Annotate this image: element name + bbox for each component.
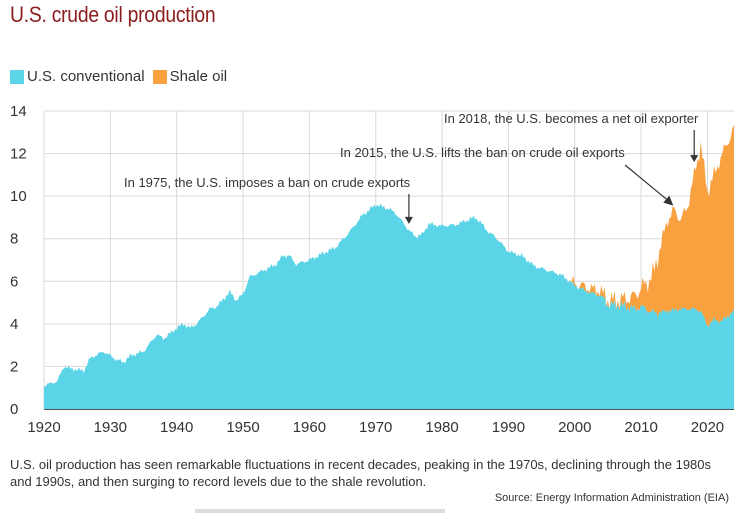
series-area-conventional xyxy=(44,203,734,409)
legend-item-conventional: U.S. conventional xyxy=(10,68,145,85)
y-tick-label-0: 0 xyxy=(10,401,18,418)
annotation-2015-arrowhead xyxy=(663,195,674,206)
annotation-2018-arrowhead xyxy=(690,155,699,163)
y-tick-label-10: 10 xyxy=(10,188,27,205)
x-tick-label-1990: 1990 xyxy=(492,419,525,436)
axis-layer: 0 2 4 6 8 10 12 14 1920 1930 1940 1950 1960 1970 1980 1… xyxy=(10,103,734,436)
legend-label-shale: Shale oil xyxy=(169,68,228,85)
area-layer xyxy=(44,125,734,409)
x-tick-label-2020: 2020 xyxy=(691,419,724,436)
bottom-scroll-bar xyxy=(195,509,445,513)
x-tick-label-2010: 2010 xyxy=(624,419,657,436)
legend-label-conventional: U.S. conventional xyxy=(27,68,145,85)
y-tick-label-2: 2 xyxy=(10,358,18,375)
annotation-1975-text: In 1975, the U.S. imposes a ban on crude… xyxy=(124,175,411,190)
y-tick-label-4: 4 xyxy=(10,316,18,333)
y-tick-label-14: 14 xyxy=(10,103,27,120)
y-tick-label-6: 6 xyxy=(10,273,18,290)
x-tick-label-1960: 1960 xyxy=(293,419,326,436)
x-tick-label-1920: 1920 xyxy=(27,419,60,436)
legend-swatch-conventional xyxy=(10,69,24,84)
x-tick-label-1980: 1980 xyxy=(425,419,458,436)
annotation-2015-text: In 2015, the U.S. lifts the ban on crude… xyxy=(340,145,625,160)
annotation-layer: In 1975, the U.S. imposes a ban on crude… xyxy=(124,111,699,224)
y-tick-label-8: 8 xyxy=(10,231,18,248)
chart-caption: U.S. oil production has seen remarkable … xyxy=(10,457,712,489)
x-tick-label-1940: 1940 xyxy=(160,419,193,436)
x-tick-label-1950: 1950 xyxy=(226,419,259,436)
y-tick-label-12: 12 xyxy=(10,146,27,163)
x-tick-label-1970: 1970 xyxy=(359,419,392,436)
legend-swatch-shale xyxy=(152,69,167,84)
annotation-1975-arrowhead xyxy=(404,216,413,224)
annotation-2015-arrow xyxy=(624,164,669,202)
source-note: Source: Energy Information Administratio… xyxy=(494,492,729,504)
oil-production-chart: 0 2 4 6 8 10 12 14 1920 1930 1940 1950 1960 1970 1980 1… xyxy=(10,103,734,436)
annotation-2018-text: In 2018, the U.S. becomes a net oil expo… xyxy=(444,111,699,126)
x-tick-label-2000: 2000 xyxy=(558,419,591,436)
chart-legend: U.S. conventional Shale oil xyxy=(10,68,235,85)
x-tick-label-1930: 1930 xyxy=(94,419,127,436)
chart-title: U.S. crude oil production xyxy=(10,2,216,27)
legend-item-shale: Shale oil xyxy=(152,68,228,85)
